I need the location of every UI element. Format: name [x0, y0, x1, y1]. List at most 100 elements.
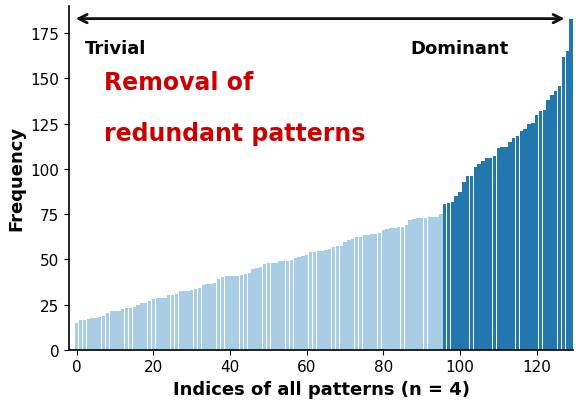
- Bar: [474, 168, 477, 350]
- X-axis label: Indices of all patterns (n = 4): Indices of all patterns (n = 4): [173, 380, 470, 398]
- Bar: [106, 313, 109, 350]
- Bar: [205, 285, 209, 350]
- Bar: [432, 217, 435, 350]
- Bar: [362, 236, 366, 350]
- Bar: [546, 101, 550, 350]
- Bar: [351, 239, 354, 350]
- Bar: [282, 262, 285, 350]
- Bar: [370, 234, 374, 350]
- Bar: [79, 320, 82, 350]
- Bar: [148, 302, 151, 350]
- Bar: [328, 249, 331, 350]
- Bar: [481, 162, 485, 350]
- Bar: [462, 182, 466, 350]
- Bar: [531, 124, 535, 350]
- Bar: [504, 148, 508, 350]
- Bar: [355, 238, 358, 350]
- Bar: [405, 226, 408, 350]
- Bar: [221, 277, 224, 350]
- Text: Dominant: Dominant: [410, 39, 509, 58]
- Bar: [520, 132, 523, 350]
- Bar: [496, 149, 500, 350]
- Bar: [493, 157, 496, 350]
- Bar: [125, 309, 128, 350]
- Bar: [190, 291, 193, 350]
- Bar: [408, 220, 412, 350]
- Bar: [167, 296, 171, 350]
- Bar: [136, 305, 140, 350]
- Bar: [451, 202, 454, 350]
- Bar: [133, 307, 136, 350]
- Bar: [171, 296, 174, 350]
- Bar: [439, 215, 443, 350]
- Bar: [309, 252, 312, 350]
- Bar: [121, 310, 125, 350]
- Bar: [94, 318, 97, 350]
- Bar: [289, 261, 293, 350]
- Bar: [248, 273, 251, 350]
- Bar: [259, 267, 262, 350]
- Bar: [198, 288, 201, 350]
- Bar: [393, 228, 397, 350]
- Bar: [317, 251, 320, 350]
- Bar: [163, 298, 166, 350]
- Bar: [397, 228, 400, 350]
- Bar: [140, 303, 144, 350]
- Bar: [420, 218, 423, 350]
- Bar: [117, 311, 121, 350]
- Bar: [550, 96, 554, 350]
- Bar: [447, 204, 450, 350]
- Bar: [229, 277, 232, 350]
- Bar: [305, 256, 309, 350]
- Bar: [512, 138, 516, 350]
- Bar: [336, 246, 339, 350]
- Bar: [90, 318, 94, 350]
- Bar: [213, 284, 216, 350]
- Bar: [339, 246, 343, 350]
- Bar: [470, 176, 473, 350]
- Bar: [144, 303, 147, 350]
- Bar: [367, 235, 369, 350]
- Text: Removal of: Removal of: [104, 70, 253, 94]
- Bar: [267, 263, 270, 350]
- Bar: [436, 217, 438, 350]
- Bar: [224, 277, 228, 350]
- Bar: [554, 92, 557, 350]
- Bar: [86, 320, 90, 350]
- Bar: [343, 243, 347, 350]
- Bar: [347, 241, 350, 350]
- Bar: [485, 159, 488, 350]
- Bar: [401, 228, 404, 350]
- Bar: [389, 228, 393, 350]
- Bar: [155, 298, 159, 350]
- Bar: [489, 159, 492, 350]
- Bar: [179, 291, 182, 350]
- Bar: [98, 317, 102, 350]
- Bar: [501, 148, 504, 350]
- Bar: [301, 256, 304, 350]
- Bar: [286, 261, 289, 350]
- Bar: [201, 285, 205, 350]
- Bar: [194, 290, 197, 350]
- Bar: [324, 251, 328, 350]
- Bar: [186, 291, 190, 350]
- Bar: [535, 115, 538, 350]
- Bar: [278, 262, 281, 350]
- Bar: [110, 311, 113, 350]
- Text: redundant patterns: redundant patterns: [104, 122, 366, 146]
- Bar: [255, 269, 259, 350]
- Bar: [455, 197, 458, 350]
- Bar: [274, 263, 278, 350]
- Bar: [543, 111, 546, 350]
- Bar: [477, 164, 481, 350]
- Y-axis label: Frequency: Frequency: [7, 126, 25, 231]
- Bar: [244, 275, 247, 350]
- Bar: [416, 219, 419, 350]
- Bar: [114, 311, 117, 350]
- Bar: [175, 294, 178, 350]
- Bar: [539, 112, 542, 350]
- Bar: [270, 263, 274, 350]
- Bar: [83, 320, 86, 350]
- Bar: [527, 124, 531, 350]
- Bar: [152, 299, 155, 350]
